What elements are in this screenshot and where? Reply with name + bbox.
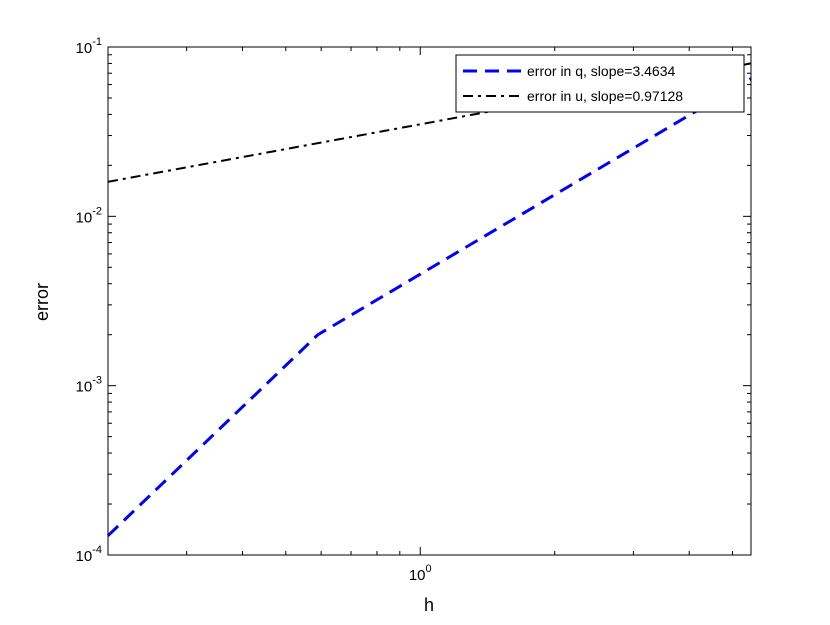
legend: error in q, slope=3.4634 error in u, slo… xyxy=(455,54,745,113)
plot-frame xyxy=(107,46,752,556)
legend-label-u: error in u, slope=0.97128 xyxy=(527,88,683,104)
x-tick-label-0: 100 xyxy=(409,563,432,584)
series-line-0 xyxy=(106,77,752,537)
legend-box xyxy=(455,54,745,113)
y-tick-label-0: 10-4 xyxy=(76,544,102,565)
y-tick-label-2: 10-2 xyxy=(76,205,102,226)
y-tick-label-1: 10-3 xyxy=(76,375,102,396)
plot-background xyxy=(108,47,751,555)
ticks-layer: 10-4 10-3 10-2 10-1 100 xyxy=(76,36,751,584)
y-tick-label-3: 10-1 xyxy=(76,36,102,57)
y-axis-label: error xyxy=(32,283,52,321)
x-axis-label: h xyxy=(424,595,434,615)
legend-label-q: error in q, slope=3.4634 xyxy=(527,63,675,79)
